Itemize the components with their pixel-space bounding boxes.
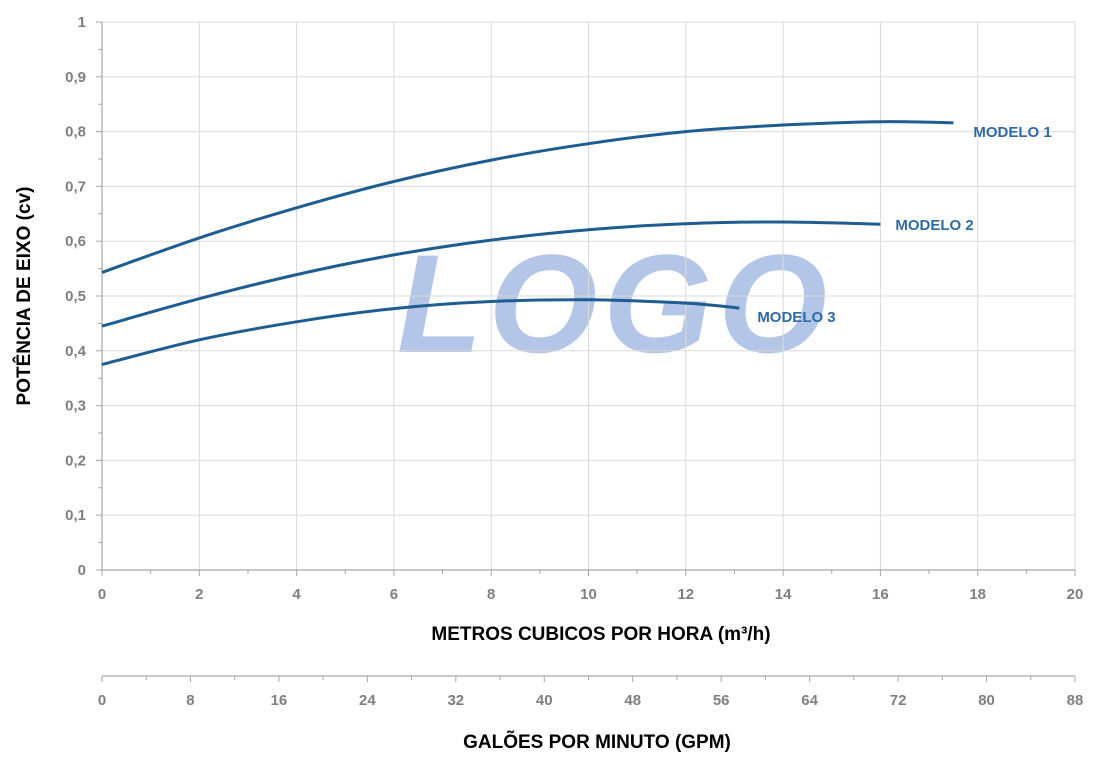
x2-tick-label: 88 xyxy=(1067,692,1084,709)
series-label-modelo-3: MODELO 3 xyxy=(757,309,835,326)
series-label-modelo-1: MODELO 1 xyxy=(973,124,1051,141)
y-tick-label: 0 xyxy=(78,562,86,579)
series-label-modelo-2: MODELO 2 xyxy=(895,217,973,234)
series-line-modelo-2 xyxy=(101,220,881,328)
x2-tick-label: 8 xyxy=(186,692,194,709)
x-tick-label: 14 xyxy=(775,586,792,603)
axes xyxy=(96,21,1076,682)
grid xyxy=(102,21,1076,570)
x-tick-label: 8 xyxy=(487,586,495,603)
x2-tick-label: 80 xyxy=(978,692,995,709)
x-tick-label: 18 xyxy=(969,586,986,603)
y-tick-label: 0,5 xyxy=(65,288,86,305)
x2-tick-label: 32 xyxy=(447,692,464,709)
y-tick-label: 0,7 xyxy=(65,178,86,195)
y-tick-label: 0,2 xyxy=(65,452,86,469)
tick-labels: 0 2 4 6 8 10 12 14 16 18 2000,10,20,30,40,50,60,70… xyxy=(65,14,1083,709)
x2-tick-label: 0 xyxy=(98,692,106,709)
y-tick-label: 0,6 xyxy=(65,233,86,250)
series-line-modelo-1 xyxy=(101,120,954,274)
y-tick-label: 0,8 xyxy=(65,124,86,141)
x2-tick-label: 72 xyxy=(890,692,907,709)
x-tick-label: 10 xyxy=(580,586,597,603)
x2-tick-label: 56 xyxy=(713,692,730,709)
x2-tick-label: 48 xyxy=(624,692,641,709)
y-tick-label: 1 xyxy=(78,14,86,31)
x2-axis-label: GALÕES POR MINUTO (GPM) xyxy=(463,731,731,753)
x-axis-label: METROS CUBICOS POR HORA (m³/h) xyxy=(431,624,770,645)
x-tick-label: 12 xyxy=(677,586,694,603)
y-tick-label: 0,4 xyxy=(65,343,87,360)
x-tick-label: 2 xyxy=(195,586,203,603)
x-tick-label: 0 xyxy=(98,586,106,603)
x2-tick-label: 40 xyxy=(536,692,553,709)
x2-tick-label: 24 xyxy=(359,692,376,709)
x-tick-label: 16 xyxy=(872,586,889,603)
y-tick-label: 0,1 xyxy=(65,507,86,524)
y-tick-label: 0,9 xyxy=(65,69,86,86)
x-tick-label: 4 xyxy=(292,586,301,603)
series-line-modelo-3 xyxy=(101,298,740,366)
series-layer: MODELO 1 MODELO 2 MODELO 3 xyxy=(101,120,1052,366)
x-tick-label: 6 xyxy=(390,586,398,603)
x2-tick-label: 16 xyxy=(271,692,288,709)
y-tick-label: 0,3 xyxy=(65,398,86,415)
x2-tick-label: 64 xyxy=(801,692,818,709)
y-axis-label: POTÊNCIA DE EIXO (cv) xyxy=(13,187,35,406)
x-tick-label: 20 xyxy=(1067,586,1084,603)
